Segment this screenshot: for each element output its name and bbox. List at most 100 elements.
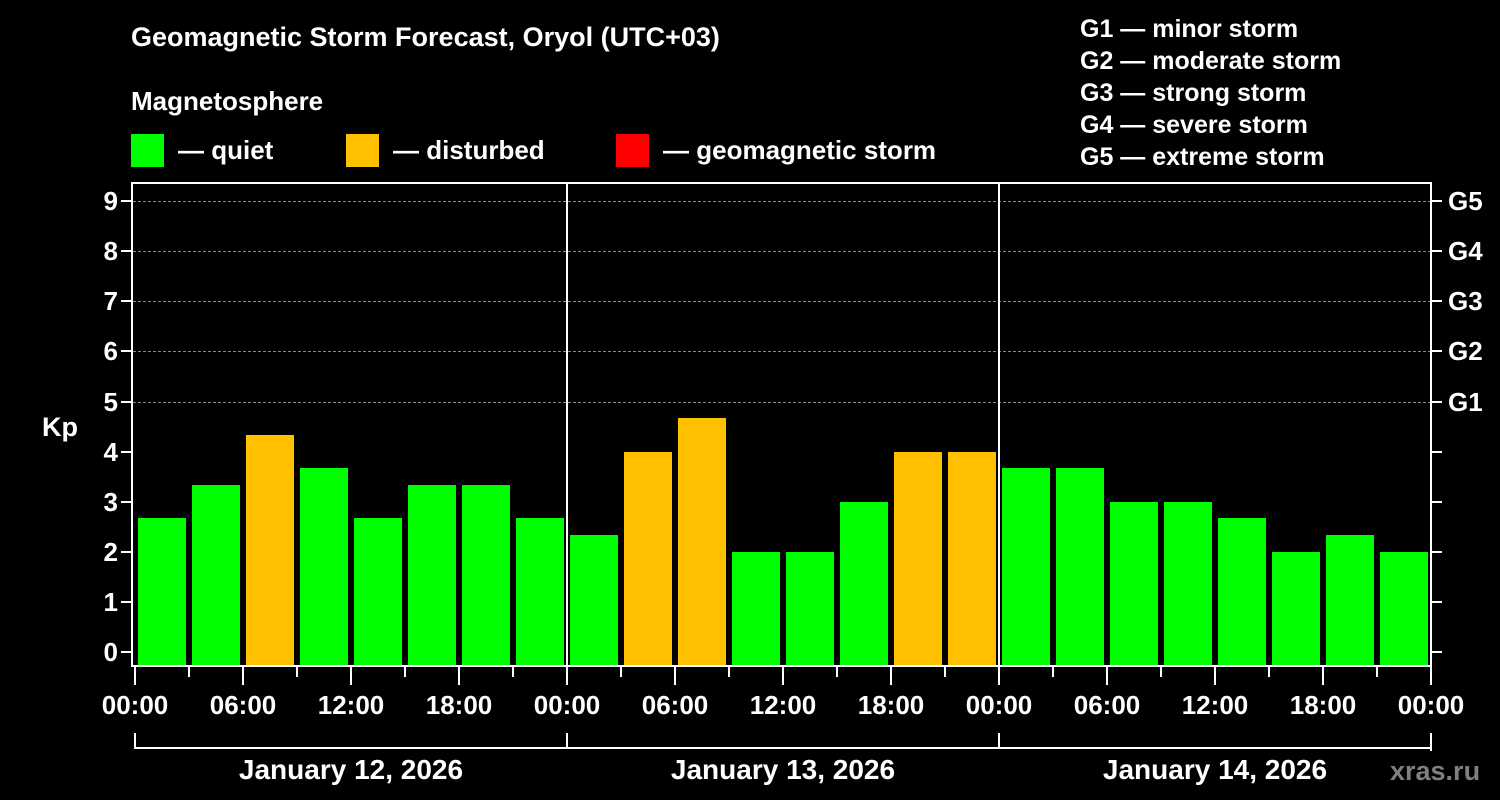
legend-storm: — geomagnetic storm bbox=[616, 133, 936, 167]
g1-description: G1 — minor storm bbox=[1080, 15, 1299, 43]
x-tick-label: 12:00 bbox=[317, 690, 385, 720]
x-tick bbox=[1106, 667, 1108, 685]
g3-description: G3 — strong storm bbox=[1080, 79, 1307, 107]
x-tick-label: 06:00 bbox=[1073, 690, 1141, 720]
y-tick-label: 5 bbox=[103, 387, 118, 417]
x-tick bbox=[1214, 667, 1216, 685]
storm-scale-legend: G1 — minor storm G2 — moderate storm G3 … bbox=[1080, 13, 1341, 173]
kp-bar bbox=[192, 485, 240, 667]
y-axis-label: Kp bbox=[42, 412, 78, 442]
x-tick bbox=[890, 667, 892, 685]
x-tick bbox=[1376, 667, 1378, 677]
kp-bar bbox=[516, 518, 564, 667]
x-tick-label: 18:00 bbox=[425, 690, 493, 720]
g2-description: G2 — moderate storm bbox=[1080, 47, 1342, 75]
x-tick-label: 00:00 bbox=[965, 690, 1033, 720]
plot-area bbox=[131, 182, 1432, 667]
g4-description: G4 — severe storm bbox=[1080, 111, 1308, 139]
x-tick-label: 00:00 bbox=[533, 690, 601, 720]
day-separator bbox=[566, 182, 568, 667]
kp-bar bbox=[408, 485, 456, 667]
x-tick-label: 18:00 bbox=[1289, 690, 1357, 720]
gridline bbox=[133, 301, 1431, 302]
x-tick bbox=[674, 667, 676, 685]
y-tick bbox=[121, 350, 131, 352]
y-tick-right bbox=[1432, 651, 1442, 653]
g-level-label: G3 bbox=[1448, 286, 1483, 316]
chart-title: Geomagnetic Storm Forecast, Oryol (UTC+0… bbox=[131, 22, 720, 52]
kp-bar bbox=[948, 451, 996, 667]
y-tick-right bbox=[1432, 300, 1442, 302]
y-tick bbox=[121, 451, 131, 453]
kp-bar bbox=[462, 485, 510, 667]
y-tick-label: 3 bbox=[103, 487, 118, 517]
kp-bar bbox=[1056, 468, 1104, 667]
x-tick bbox=[512, 667, 514, 677]
x-tick bbox=[1160, 667, 1162, 677]
g-level-label: G5 bbox=[1448, 186, 1483, 216]
x-tick bbox=[1430, 667, 1432, 685]
x-tick bbox=[836, 667, 838, 677]
x-tick bbox=[296, 667, 298, 677]
y-tick-label: 0 bbox=[103, 637, 118, 667]
x-tick bbox=[350, 667, 352, 685]
y-tick bbox=[121, 551, 131, 553]
y-tick bbox=[121, 501, 131, 503]
legend-quiet: — quiet bbox=[131, 133, 273, 167]
day-bracket bbox=[998, 733, 1431, 749]
x-tick bbox=[620, 667, 622, 677]
x-tick bbox=[404, 667, 406, 677]
kp-bar bbox=[840, 501, 888, 667]
y-tick-right bbox=[1432, 250, 1442, 252]
y-tick-right bbox=[1432, 350, 1442, 352]
x-tick bbox=[242, 667, 244, 685]
y-tick-right bbox=[1432, 200, 1442, 202]
y-tick-label: 1 bbox=[103, 587, 118, 617]
y-tick-label: 9 bbox=[103, 186, 118, 216]
y-tick-right bbox=[1432, 601, 1442, 603]
g5-description: G5 — extreme storm bbox=[1080, 143, 1325, 171]
gridline bbox=[133, 201, 1431, 202]
legend-storm-label: — geomagnetic storm bbox=[663, 134, 937, 165]
x-tick bbox=[782, 667, 784, 685]
x-tick bbox=[728, 667, 730, 677]
legend-disturbed-label: — disturbed bbox=[393, 134, 545, 165]
legend-disturbed: — disturbed bbox=[346, 133, 545, 167]
y-tick-label: 2 bbox=[103, 537, 118, 567]
day-bracket-end bbox=[1430, 733, 1432, 751]
kp-bar bbox=[678, 418, 726, 667]
y-tick bbox=[121, 300, 131, 302]
day-label: January 12, 2026 bbox=[238, 754, 464, 785]
y-tick-label: 7 bbox=[103, 286, 118, 316]
kp-bar bbox=[300, 468, 348, 667]
kp-bar bbox=[1380, 551, 1428, 667]
legend-heading: Magnetosphere bbox=[131, 86, 324, 116]
watermark: xras.ru bbox=[1390, 756, 1481, 786]
quiet-swatch bbox=[131, 133, 164, 167]
kp-bar bbox=[624, 451, 672, 667]
storm-swatch bbox=[616, 133, 649, 167]
x-tick bbox=[1268, 667, 1270, 677]
y-tick-right bbox=[1432, 551, 1442, 553]
kp-bar bbox=[1164, 501, 1212, 667]
kp-bar bbox=[570, 535, 618, 667]
x-tick bbox=[566, 667, 568, 685]
day-label: January 13, 2026 bbox=[670, 754, 896, 785]
legend-quiet-label: — quiet bbox=[178, 134, 274, 165]
y-tick-right bbox=[1432, 451, 1442, 453]
x-tick bbox=[458, 667, 460, 685]
gridline bbox=[133, 251, 1431, 252]
x-tick-label: 18:00 bbox=[857, 690, 925, 720]
x-tick-label: 12:00 bbox=[1181, 690, 1249, 720]
y-tick-label: 6 bbox=[103, 336, 118, 366]
x-tick-label: 00:00 bbox=[1397, 690, 1465, 720]
disturbed-swatch bbox=[346, 133, 379, 167]
day-separator bbox=[998, 182, 1000, 667]
kp-bar bbox=[786, 551, 834, 667]
day-bracket bbox=[566, 733, 999, 749]
x-tick-label: 06:00 bbox=[209, 690, 277, 720]
y-tick-label: 8 bbox=[103, 236, 118, 266]
x-tick-label: 12:00 bbox=[749, 690, 817, 720]
y-tick bbox=[121, 601, 131, 603]
y-tick-label: 4 bbox=[103, 437, 118, 467]
